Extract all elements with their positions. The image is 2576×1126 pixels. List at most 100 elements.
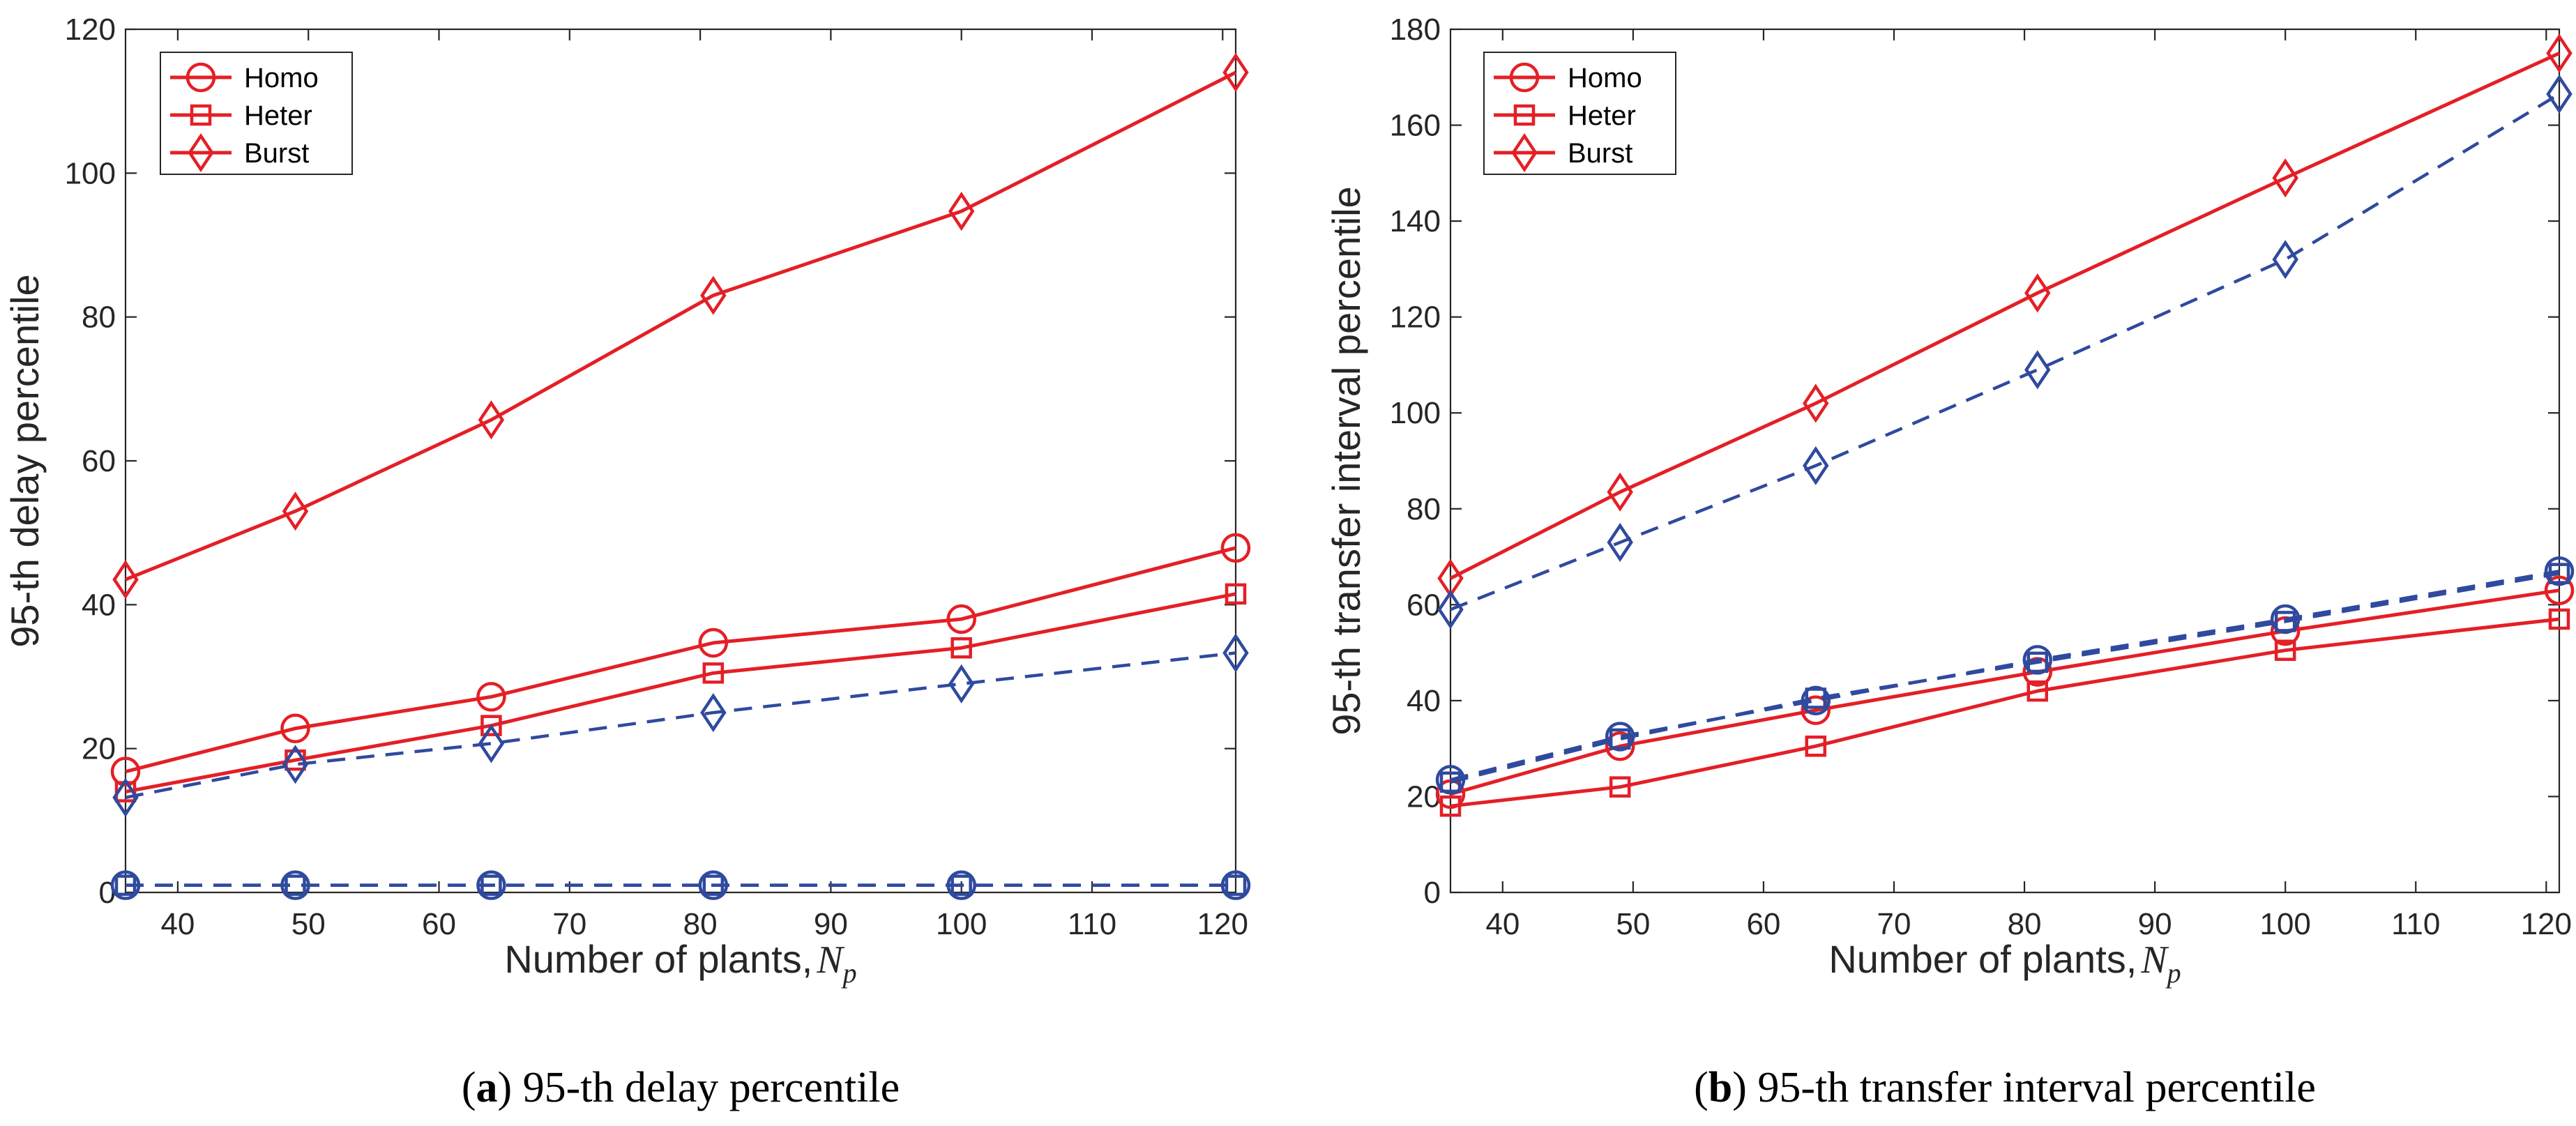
legend-marker xyxy=(1511,132,1538,173)
x-tick-label: 110 xyxy=(2391,907,2440,941)
series-line xyxy=(125,70,1237,581)
data-point-marker xyxy=(1607,522,1633,562)
series-heter xyxy=(1439,608,2570,817)
data-point-marker xyxy=(1225,874,1247,896)
y-tick-label: 80 xyxy=(82,300,116,335)
caption-open-paren: ( xyxy=(1694,1064,1709,1111)
x-tick-label: 120 xyxy=(1197,907,1248,941)
data-point-marker xyxy=(1607,472,1633,512)
data-point-marker xyxy=(950,637,972,659)
data-point-marker xyxy=(2024,273,2051,313)
x-tick-label: 60 xyxy=(1746,907,1780,941)
series-heter-dashed xyxy=(1439,563,2570,793)
legend-marker xyxy=(1513,104,1536,126)
x-axis-label: Number of plants, Np xyxy=(1828,937,2181,989)
y-tick-label: 80 xyxy=(1407,492,1441,526)
data-point-marker xyxy=(1437,590,1464,630)
data-point-marker xyxy=(480,715,502,736)
y-tick-label: 40 xyxy=(1407,684,1441,718)
data-point-marker xyxy=(110,756,141,786)
data-point-marker xyxy=(700,275,727,315)
data-point-marker xyxy=(1803,446,1829,485)
data-point-marker xyxy=(2274,611,2296,632)
data-point-marker xyxy=(702,662,725,684)
y-tick-label: 160 xyxy=(1390,109,1441,143)
x-tick-label: 100 xyxy=(936,907,987,941)
legend-marker xyxy=(185,62,216,93)
legend-item-burst: Burst xyxy=(1494,132,1632,173)
data-point-marker xyxy=(285,874,306,896)
data-point-marker xyxy=(700,693,727,733)
x-axis-label-symbol: N xyxy=(2140,938,2169,982)
data-point-marker xyxy=(2546,33,2573,73)
legend-item-homo: Homo xyxy=(170,62,319,93)
data-point-marker xyxy=(1220,533,1251,563)
data-point-marker xyxy=(2022,645,2053,675)
y-tick-label: 120 xyxy=(1390,300,1441,335)
y-tick-label: 140 xyxy=(1390,204,1441,238)
data-point-marker xyxy=(1801,695,1831,725)
legend-marker xyxy=(188,132,214,173)
series-line xyxy=(1450,569,2560,782)
data-point-marker xyxy=(2272,240,2298,280)
data-point-marker xyxy=(1225,583,1247,605)
series-burst-dashed xyxy=(112,633,1249,817)
data-point-marker xyxy=(2546,74,2573,114)
data-point-marker xyxy=(114,874,137,896)
data-point-marker xyxy=(112,777,139,817)
x-axis-label-text: Number of plants, xyxy=(504,937,812,981)
series-burst-dashed xyxy=(1437,74,2573,630)
data-point-marker xyxy=(948,664,975,703)
x-axis-label-symbol: N xyxy=(816,938,844,982)
legend-label: Heter xyxy=(1568,100,1636,131)
data-point-marker xyxy=(2548,608,2570,630)
x-tick-label: 50 xyxy=(1616,907,1650,941)
series-burst xyxy=(1437,33,2573,598)
legend-item-heter: Heter xyxy=(170,100,312,131)
y-tick-label: 0 xyxy=(1424,876,1441,910)
data-point-marker xyxy=(1222,52,1249,92)
x-tick-label: 110 xyxy=(1068,907,1116,941)
legend-label: Homo xyxy=(244,63,319,93)
x-tick-label: 40 xyxy=(1485,907,1520,941)
data-point-marker xyxy=(282,492,309,531)
legend: Homo Heter Burst xyxy=(1483,52,1676,175)
data-point-marker xyxy=(1805,735,1827,757)
series-homo-dashed xyxy=(1435,556,2575,795)
x-tick-label: 80 xyxy=(2008,907,2042,941)
x-tick-label: 90 xyxy=(814,907,848,941)
figure-caption: (b) 95-th transfer interval percentile xyxy=(1694,1064,2316,1111)
data-point-marker xyxy=(948,191,975,231)
data-point-marker xyxy=(2544,556,2575,586)
y-axis-label: 95-th transfer interval percentile xyxy=(1324,186,1368,736)
x-tick-label: 70 xyxy=(1877,907,1911,941)
series-line xyxy=(1450,617,2560,808)
x-tick-label: 100 xyxy=(2259,907,2310,941)
data-point-marker xyxy=(1803,383,1829,423)
data-point-marker xyxy=(280,713,310,744)
data-point-marker xyxy=(2026,651,2049,674)
figure-caption: (a) 95-th delay percentile xyxy=(462,1064,900,1111)
caption-text: 95-th delay percentile xyxy=(512,1064,900,1111)
data-point-marker xyxy=(1609,776,1631,798)
data-point-marker xyxy=(476,682,506,712)
data-point-marker xyxy=(946,604,976,634)
x-tick-label: 50 xyxy=(291,907,326,941)
y-tick-label: 60 xyxy=(1407,588,1441,622)
x-axis-label-subscript: p xyxy=(841,957,857,989)
panel-b-transfer-interval-percentile: 40 50 60 70 80 90 100 110 120 0 20 40 60 80 100 120 140 1… xyxy=(1324,13,2575,1111)
x-tick-label: 60 xyxy=(422,907,456,941)
legend-marker xyxy=(1509,62,1540,93)
legend-marker xyxy=(190,104,212,126)
x-tick-label: 120 xyxy=(2521,907,2572,941)
y-tick-label: 40 xyxy=(82,588,116,622)
series-homo xyxy=(110,533,1251,786)
caption-close-paren: ) xyxy=(497,1064,512,1111)
data-point-marker xyxy=(1439,771,1462,793)
data-point-marker xyxy=(478,724,505,763)
y-tick-label: 120 xyxy=(65,13,116,47)
plot-area-frame xyxy=(1449,28,2561,894)
panel-a-delay-percentile: 40 50 60 70 80 90 100 110 12002040608010012095-t… xyxy=(3,13,1251,1111)
data-point-marker xyxy=(480,874,502,896)
